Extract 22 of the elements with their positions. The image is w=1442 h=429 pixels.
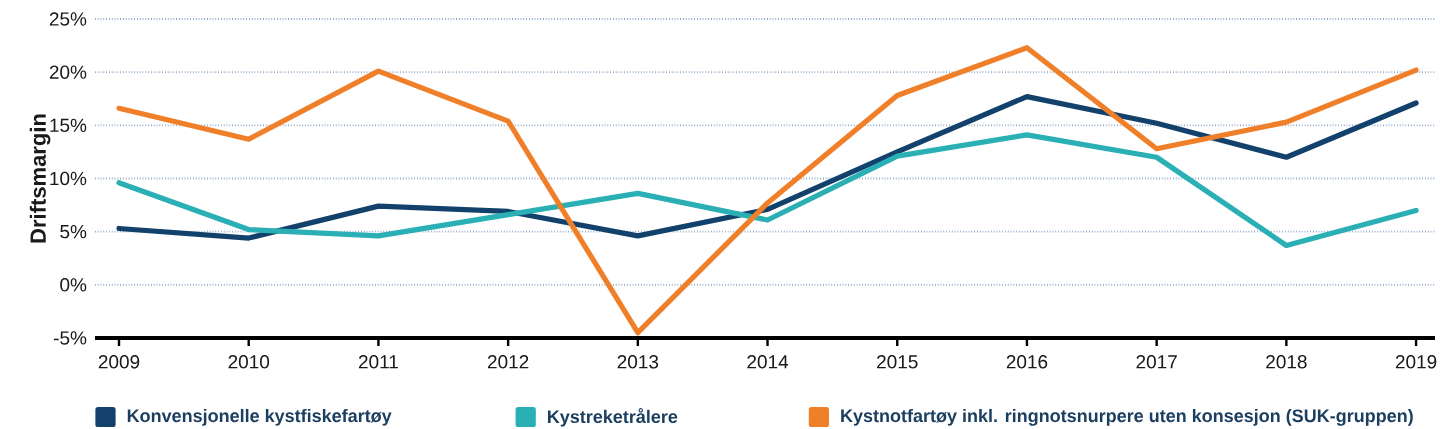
x-tick-label: 2013 bbox=[617, 355, 659, 369]
legend-label: Kystreketrålere bbox=[547, 408, 678, 427]
y-tick-label: 15% bbox=[50, 118, 87, 133]
x-tick-label: 2018 bbox=[1266, 355, 1307, 369]
y-tick-label: -5% bbox=[53, 331, 87, 345]
x-tick-label: 2017 bbox=[1136, 355, 1177, 369]
x-tick-label: 2011 bbox=[358, 355, 398, 369]
x-tick-label: 2019 bbox=[1395, 355, 1437, 369]
y-tick-label: 10% bbox=[50, 171, 87, 186]
y-tick-label: 0% bbox=[60, 278, 87, 292]
x-tick-label: 2015 bbox=[877, 355, 918, 369]
y-tick-label: 25% bbox=[49, 12, 87, 26]
x-tick-label: 2014 bbox=[747, 355, 789, 369]
x-tick-label: 2010 bbox=[228, 355, 270, 369]
y-axis-title: Driftsmargin bbox=[29, 114, 51, 243]
legend-label: Kystnotfartøy inkl. ringnotsnurpere uten konsesjon (SUK-gruppen) bbox=[841, 408, 1413, 426]
legend-label: Konvensjonelle kystfiskefartøy bbox=[127, 408, 392, 426]
x-tick-label: 2009 bbox=[98, 355, 140, 369]
x-tick-label: 2016 bbox=[1006, 355, 1048, 369]
x-tick-label: 2012 bbox=[487, 355, 529, 369]
y-tick-label: 5% bbox=[60, 224, 87, 239]
y-tick-label: 20% bbox=[49, 65, 87, 79]
